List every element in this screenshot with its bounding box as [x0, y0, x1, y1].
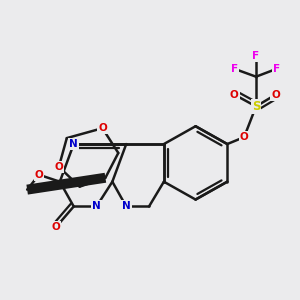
Text: F: F — [273, 64, 280, 74]
Text: S: S — [252, 100, 260, 113]
Text: O: O — [272, 89, 280, 100]
Text: N: N — [92, 202, 101, 212]
Text: F: F — [231, 64, 238, 74]
Text: N: N — [122, 202, 130, 212]
Text: O: O — [98, 123, 107, 133]
Text: O: O — [55, 162, 63, 172]
Text: N: N — [69, 139, 78, 149]
Text: O: O — [52, 222, 60, 232]
Text: O: O — [35, 170, 44, 180]
Text: O: O — [240, 132, 248, 142]
Text: F: F — [252, 51, 260, 61]
Text: O: O — [230, 89, 239, 100]
